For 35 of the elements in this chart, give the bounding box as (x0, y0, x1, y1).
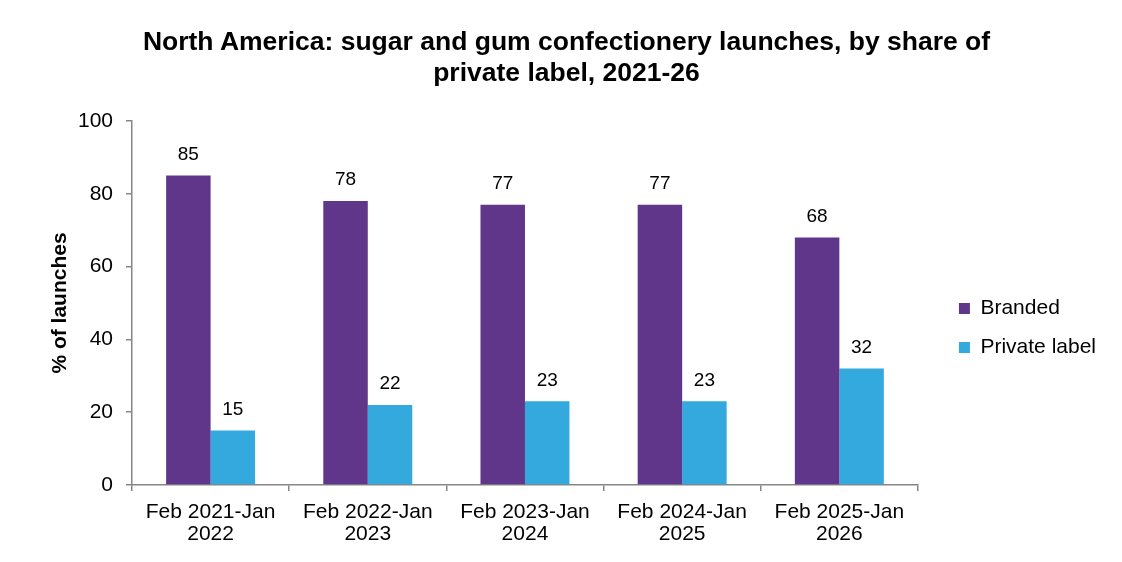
x-tick-label: Feb 2022-Jan 2023 (302, 498, 433, 544)
bar (323, 201, 368, 485)
bar (210, 430, 256, 485)
data-label: 77 (492, 171, 514, 193)
data-label: 23 (536, 368, 558, 390)
bar (682, 401, 727, 485)
data-label: 22 (379, 372, 401, 394)
bar (794, 237, 840, 485)
x-tick-label: Feb 2025-Jan 2026 (774, 498, 905, 544)
data-label: 32 (851, 335, 873, 357)
legend-label: Branded (980, 295, 1060, 319)
y-tick-label: 100 (77, 107, 113, 131)
bar (839, 368, 884, 485)
y-tick-label: 20 (89, 399, 113, 422)
x-tick-label: Feb 2021-Jan 2022 (145, 498, 276, 544)
data-label: 78 (334, 168, 357, 190)
data-label: 77 (649, 171, 671, 193)
bar (166, 175, 211, 485)
y-tick-label: 0 (101, 471, 113, 495)
bar (637, 204, 683, 485)
data-label: 68 (806, 204, 828, 226)
data-label: 85 (177, 142, 199, 164)
y-tick-label: 60 (89, 253, 113, 277)
bar (524, 401, 570, 485)
data-label: 23 (693, 368, 715, 390)
y-tick-label: 80 (89, 180, 113, 204)
bar (367, 404, 413, 485)
y-axis-title: % of launches (47, 232, 71, 374)
x-tick-label: Feb 2024-Jan 2025 (617, 498, 747, 544)
chart-title: North America: sugar and gum confectionery launches, by share of private label, 2021-26 (142, 26, 991, 88)
legend-label: Private label (980, 334, 1096, 358)
data-label: 15 (222, 397, 244, 419)
x-tick-label: Feb 2023-Jan 2024 (460, 498, 590, 544)
bar (480, 204, 525, 485)
y-tick-label: 40 (89, 326, 113, 350)
